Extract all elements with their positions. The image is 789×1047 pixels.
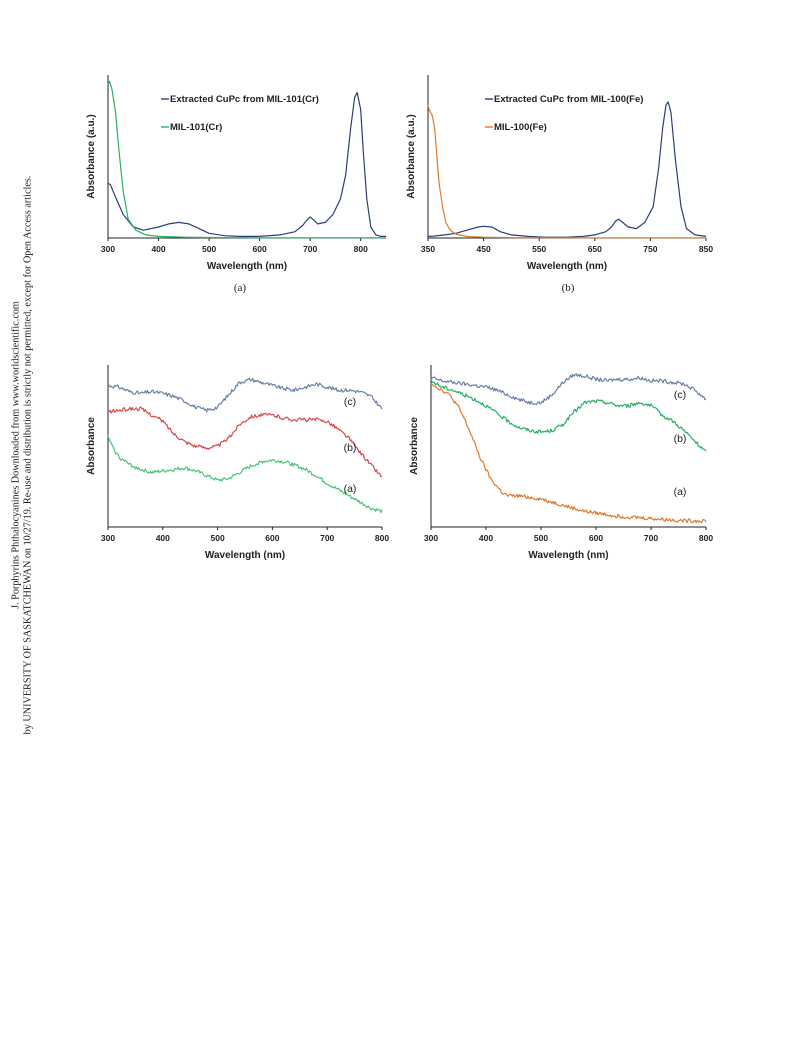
y-axis-label: Absorbance [86,417,97,475]
x-tick-label: 400 [156,533,170,543]
x-tick-label: 600 [589,533,603,543]
x-tick-label: 300 [424,533,438,543]
series-line-1 [427,104,706,239]
x-axis-label: Wavelength (nm) [207,261,287,272]
series-label-1: (b) [344,442,357,454]
y-axis-label: Absorbance (a.u.) [86,114,97,198]
series-line-1 [107,80,386,239]
x-tick-label: 600 [265,533,279,543]
copyright-sidebar: J. Porphyrins Phthalocyanines Downloaded… [0,0,40,1047]
x-tick-label: 600 [253,244,267,254]
chart-panel-b: 350 450 550 650 750 850 Wavelength (nm) Absorba… [400,65,720,295]
chart-panel-a: 300 400 500 600 700 800 Wavelength (nm) Absorba… [80,65,400,295]
x-tick-label: 650 [588,244,602,254]
x-tick-label: 750 [643,244,657,254]
sidebar-line-2: by UNIVERSITY OF SASKATCHEWAN on 10/27/1… [22,175,33,735]
chart-b: 350 450 550 650 750 850 Wavelength (nm) Absorba… [406,75,713,272]
series-line-1 [430,378,707,452]
y-axis-label: Absorbance (a.u.) [406,114,417,198]
x-tick-label: 700 [303,244,317,254]
x-tick-label: 500 [534,533,548,543]
x-tick-label: 300 [101,244,115,254]
sidebar-line-1: J. Porphyrins Phthalocyanines Downloaded… [10,301,22,609]
x-tick-label: 800 [699,533,713,543]
x-tick-label: 850 [699,244,713,254]
caption-a: (a) [233,282,247,294]
x-tick-label: 800 [354,244,368,254]
x-tick-label: 300 [101,533,115,543]
x-tick-label: 500 [202,244,216,254]
series-label-2: (a) [674,486,687,498]
x-tick-label: 400 [151,244,165,254]
x-tick-label: 700 [320,533,334,543]
legend-entry-1: MIL-101(Cr) [170,122,222,133]
chart-panel-d: 300 400 500 600 700 800 Wavelength (nm) Absorba… [400,355,720,575]
x-tick-label: 350 [421,244,435,254]
series-label-0: (c) [344,396,356,408]
x-axis-label: Wavelength (nm) [527,261,607,272]
chart-panel-c: 300 400 500 600 700 800 Wavelength (nm) Absorba… [80,355,400,575]
series-line-0 [107,377,383,413]
legend-entry-0: Extracted CuPc from MIL-100(Fe) [494,94,643,105]
caption-b: (b) [561,282,575,294]
series-line-2 [430,382,707,524]
x-tick-label: 500 [211,533,225,543]
legend-entry-0: Extracted CuPc from MIL-101(Cr) [170,94,319,105]
x-axis-label: Wavelength (nm) [205,550,285,561]
chart-c: 300 400 500 600 700 800 Wavelength (nm) Absorba… [86,365,389,561]
series-line-0 [107,91,386,237]
chart-a: 300 400 500 600 700 800 Wavelength (nm) Absorba… [86,75,386,272]
y-axis-label: Absorbance [409,417,420,475]
x-tick-label: 800 [375,533,389,543]
x-tick-label: 450 [477,244,491,254]
x-tick-label: 700 [644,533,658,543]
series-line-1 [107,406,382,477]
series-label-0: (c) [674,389,686,401]
legend-entry-1: MIL-100(Fe) [494,122,547,133]
chart-d: 300 400 500 600 700 800 Wavelength (nm) Absorba… [409,365,713,561]
series-label-2: (a) [344,483,357,495]
x-tick-label: 400 [479,533,493,543]
x-axis-label: Wavelength (nm) [528,550,608,561]
x-tick-label: 550 [532,244,546,254]
series-line-0 [427,101,707,238]
series-line-2 [107,435,383,514]
series-label-1: (b) [674,433,687,445]
series-line-0 [430,373,707,405]
